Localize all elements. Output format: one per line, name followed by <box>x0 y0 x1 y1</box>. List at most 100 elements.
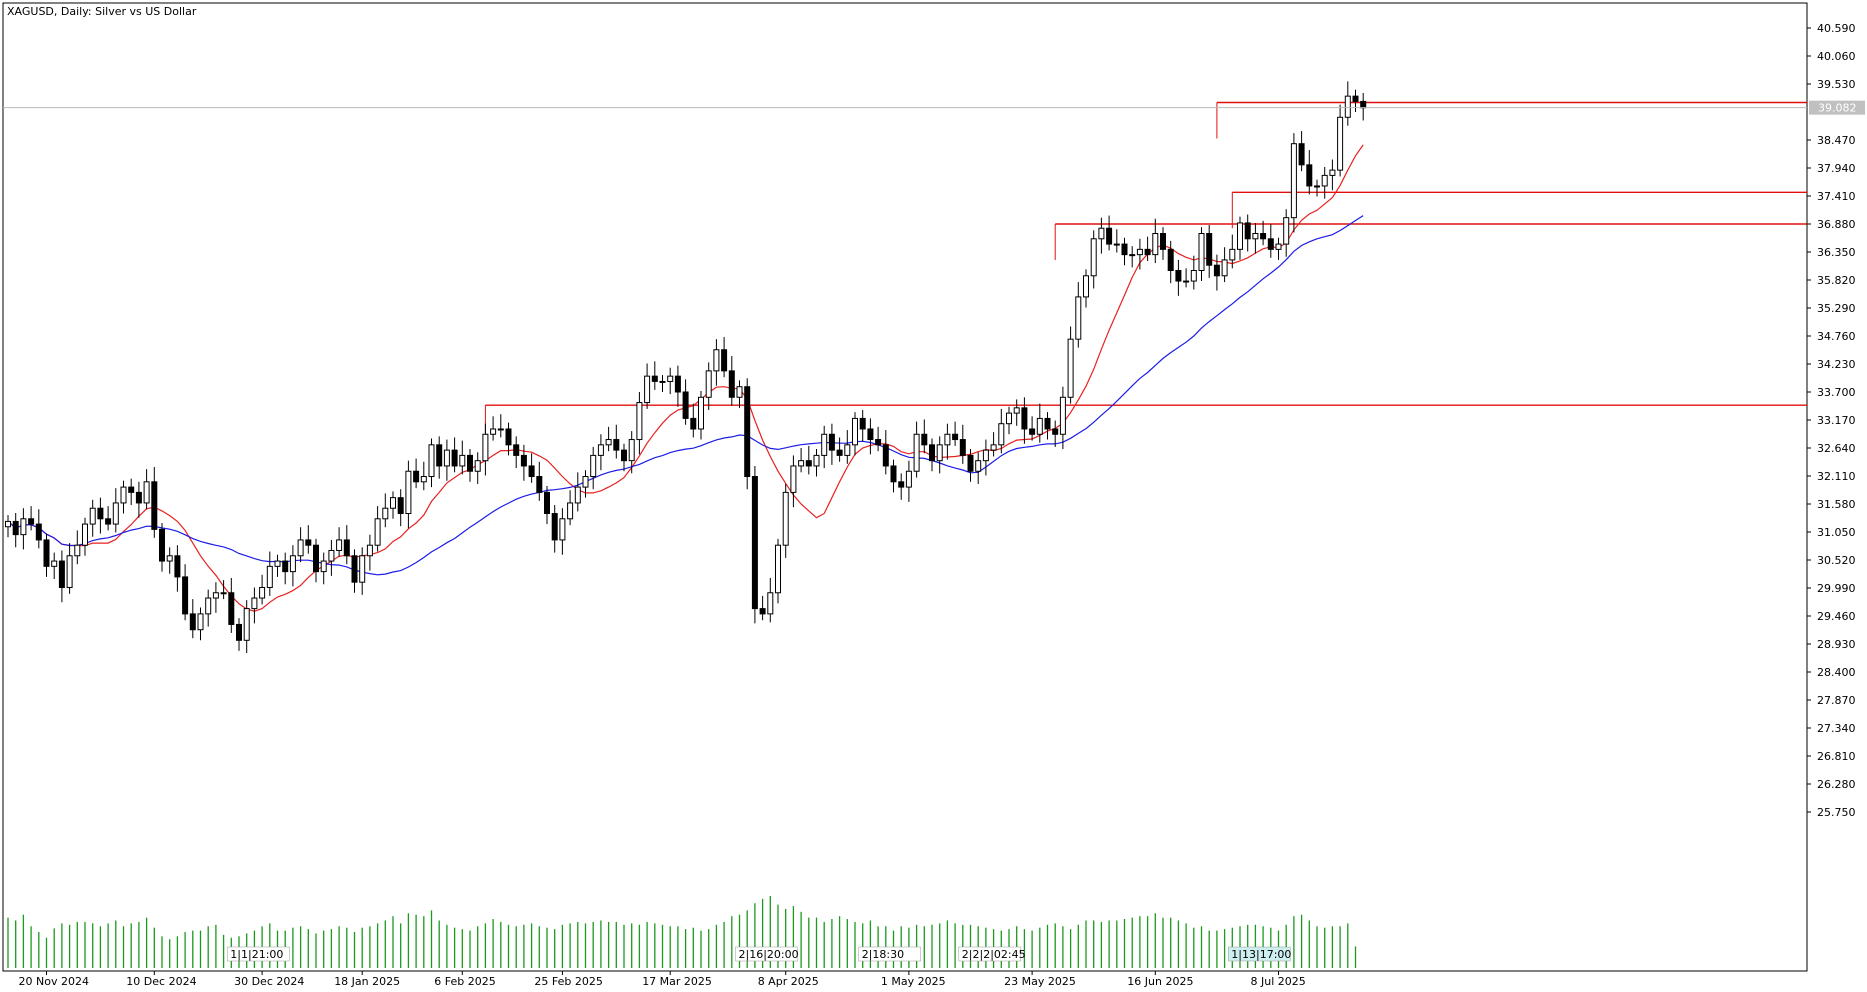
candle-body <box>182 576 189 615</box>
candle-body <box>189 613 196 631</box>
price-tick-label: 30.520 <box>1817 554 1856 567</box>
candle-body <box>135 491 142 504</box>
last-price-layer: 39.082 <box>3 100 1865 115</box>
candle-body <box>582 476 589 488</box>
candle-body <box>667 375 674 382</box>
time-tick-label: 18 Jan 2025 <box>334 975 400 988</box>
candle-body <box>621 449 627 462</box>
price-tick-label: 33.700 <box>1817 386 1856 399</box>
candle-body <box>451 449 458 467</box>
candle-body <box>790 465 797 493</box>
candle-body <box>836 449 843 456</box>
candle-body <box>867 428 874 441</box>
candle-body <box>759 608 766 615</box>
candle-body <box>497 428 504 431</box>
price-tick-label: 27.340 <box>1817 722 1856 735</box>
candle-body <box>605 439 612 446</box>
candle-body <box>1360 100 1367 109</box>
time-overlay-badge <box>227 946 290 962</box>
last-price-badge <box>1809 100 1865 115</box>
candle-body <box>474 460 481 472</box>
candle-body <box>1190 269 1197 282</box>
price-tick-label: 33.170 <box>1817 414 1856 427</box>
candle-body <box>43 539 50 567</box>
candle-body <box>690 417 697 430</box>
candle-body <box>66 555 73 588</box>
candle-body <box>82 523 88 546</box>
candle-body <box>28 518 35 525</box>
price-tick-label: 32.110 <box>1817 470 1856 483</box>
candle-body <box>343 539 350 557</box>
price-tick-label: 26.810 <box>1817 750 1856 763</box>
candle-body <box>205 597 212 615</box>
candle-body <box>382 507 389 520</box>
candle-body <box>775 544 781 594</box>
candle-body <box>859 417 866 430</box>
candle-body <box>212 592 219 599</box>
candle-body <box>428 444 435 478</box>
candle-body <box>644 375 651 404</box>
candle-body <box>1275 243 1282 250</box>
candle-body <box>636 402 643 441</box>
price-tick-label: 35.820 <box>1817 274 1856 287</box>
candle-body <box>112 502 119 525</box>
candle-body <box>520 454 527 467</box>
price-axis[interactable]: 25.750 26.280 26.810 27.340 27.870 28.400 28.9… <box>1807 22 1856 819</box>
candle-body <box>659 380 666 383</box>
candle-body <box>243 608 250 641</box>
candle-body <box>197 613 204 631</box>
time-tick-label: 8 Apr 2025 <box>758 975 819 988</box>
candle-body <box>228 592 235 625</box>
candle-body <box>74 544 81 557</box>
candle-body <box>1337 116 1344 171</box>
candle-body <box>1160 233 1166 250</box>
price-tick-label: 38.470 <box>1817 134 1856 147</box>
time-tick-label: 1 May 2025 <box>881 975 946 988</box>
candle-body <box>297 539 304 557</box>
price-tick-label: 29.990 <box>1817 582 1856 595</box>
time-tick-label: 10 Dec 2024 <box>126 975 196 988</box>
candle-body <box>674 375 681 393</box>
candle-body <box>590 454 597 478</box>
candle-body <box>420 476 427 483</box>
price-tick-label: 31.580 <box>1817 498 1856 511</box>
candle-body <box>1106 227 1113 245</box>
time-tick-label: 8 Jul 2025 <box>1251 975 1306 988</box>
candle-body <box>159 528 165 562</box>
price-tick-label: 39.530 <box>1817 78 1856 91</box>
candle-body <box>959 439 966 456</box>
candle-body <box>174 555 181 578</box>
time-overlay-label: 2|18:30 <box>862 948 904 961</box>
candle-body <box>628 439 635 462</box>
candle-body <box>990 444 997 451</box>
candle-body <box>728 370 735 398</box>
candle-body <box>544 491 550 515</box>
candle-body <box>944 433 951 446</box>
candle-body <box>166 555 173 562</box>
candle-body <box>274 560 281 567</box>
candle-body <box>1183 280 1190 283</box>
candle-body <box>1044 417 1051 430</box>
candle-body <box>1321 174 1328 187</box>
candle-body <box>1083 275 1089 298</box>
candle-body <box>305 539 312 546</box>
candle-body <box>1021 407 1028 430</box>
candle-body <box>1229 248 1236 261</box>
candle-body <box>813 454 820 467</box>
candle-body <box>1206 233 1213 266</box>
candle-body <box>929 444 935 462</box>
price-tick-label: 26.280 <box>1817 778 1856 791</box>
candle-body <box>1290 143 1297 219</box>
time-axis[interactable]: 20 Nov 2024 10 Dec 2024 30 Dec 2024 18 Jan … <box>19 946 1306 988</box>
candle-body <box>259 586 266 599</box>
candle-body <box>875 439 882 446</box>
candle-body <box>1252 233 1259 240</box>
candle-body <box>51 560 58 567</box>
candle-body <box>651 375 658 382</box>
price-tick-label: 37.410 <box>1817 190 1856 203</box>
candle-body <box>405 470 412 515</box>
candle-body <box>1013 407 1020 414</box>
candle-body <box>1344 95 1351 118</box>
